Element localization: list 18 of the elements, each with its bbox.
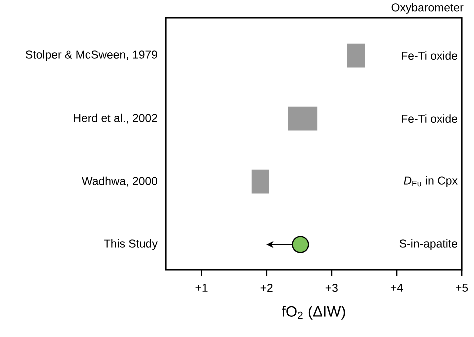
annotation: Fe-Ti oxide	[402, 114, 458, 124]
y-tick-label: Herd et al., 2002	[74, 114, 158, 124]
y-tick-label: This Study	[104, 239, 158, 250]
x-tick-label: +3	[326, 284, 338, 292]
annotation: D$_{Eu}$ in Cpx	[404, 176, 458, 188]
annotation: Fe-Ti oxide	[402, 52, 458, 60]
x-tick-label: +1	[196, 284, 208, 292]
bar	[288, 106, 318, 131]
bar	[348, 44, 366, 68]
x-axis-title: fO$_{2}$ (ΔIW)	[282, 306, 346, 320]
annotation: S-in-apatite	[400, 239, 458, 250]
y-tick-label: Stolper & McSween, 1979	[26, 50, 158, 62]
y-tick-label: Wadhwa, 2000	[82, 176, 158, 187]
x-tick-label: +4	[390, 284, 404, 292]
bar	[252, 170, 270, 194]
text: Oxybarometer	[392, 3, 464, 14]
x-tick-label: +2	[260, 284, 273, 292]
x-tick-label: +5	[456, 284, 468, 292]
